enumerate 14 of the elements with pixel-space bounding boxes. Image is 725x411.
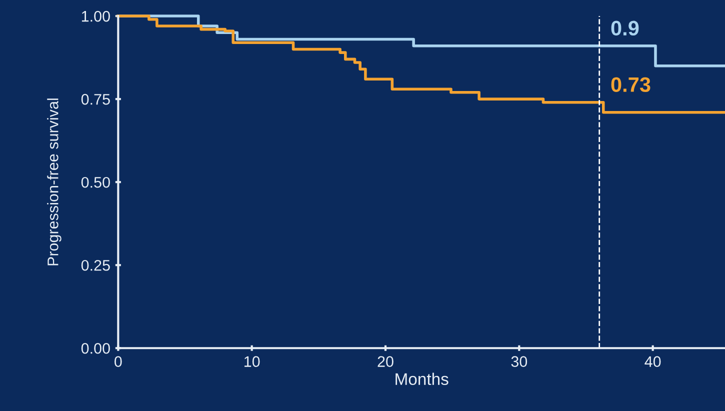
y-axis-title: Progression-free survival bbox=[47, 98, 62, 266]
y-tick-label: 0.00 bbox=[81, 342, 110, 354]
annotation: 0.73 bbox=[611, 77, 650, 92]
y-tick-label: 0.50 bbox=[81, 176, 110, 188]
y-tick-label: 0.25 bbox=[81, 260, 110, 271]
y-tick-label: 0.75 bbox=[81, 94, 110, 105]
x-tick-label: 0 bbox=[114, 356, 122, 367]
y-tick-label: 1.00 bbox=[82, 10, 110, 22]
x-tick-label: 20 bbox=[378, 356, 394, 367]
annotation: 0.9 bbox=[611, 20, 639, 36]
x-tick-label: 30 bbox=[511, 356, 528, 367]
x-axis-title: Months bbox=[396, 372, 448, 386]
x-tick-label: 40 bbox=[644, 356, 661, 367]
x-tick-label: 10 bbox=[244, 356, 260, 367]
